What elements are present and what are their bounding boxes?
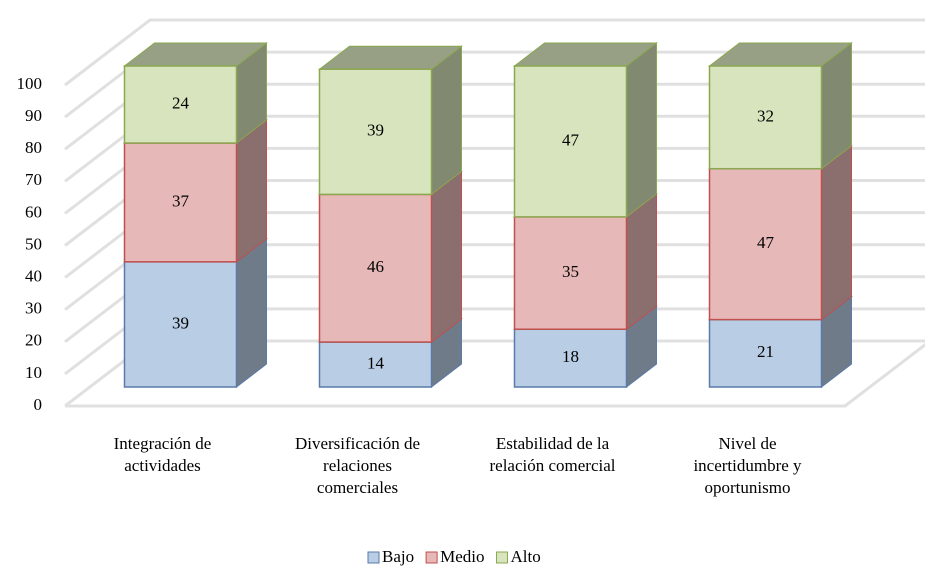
data-label: 39 — [172, 313, 189, 332]
x-tick-label-line: Estabilidad de la — [496, 434, 610, 453]
data-label: 47 — [757, 233, 775, 252]
bar-front — [513, 65, 628, 218]
x-tick-label-line: oportunismo — [705, 478, 791, 497]
bar-front — [318, 68, 433, 196]
legend-label: Alto — [511, 547, 541, 566]
floor-edge — [65, 342, 925, 408]
bar-side — [626, 192, 657, 331]
x-tick-label-line: Integración de — [114, 434, 212, 453]
data-label: 14 — [367, 353, 385, 372]
bar-front — [513, 216, 628, 330]
bar-side — [431, 170, 462, 344]
bar-front — [123, 65, 238, 144]
y-tick-label: 30 — [25, 299, 42, 318]
data-label: 24 — [172, 93, 190, 112]
bar-segment — [708, 144, 853, 321]
x-tick-label: Estabilidad de la relación comercial — [489, 434, 615, 475]
y-tick-label: 70 — [25, 170, 42, 189]
y-tick-label: 60 — [25, 202, 42, 221]
bar-front — [513, 328, 628, 388]
bar-front — [123, 261, 238, 388]
y-tick-label: 40 — [25, 267, 42, 286]
bar-side — [431, 45, 462, 196]
bar-segment — [708, 41, 853, 170]
x-tick-label-line: Diversificación de — [295, 434, 420, 453]
bar-side — [236, 119, 267, 263]
data-label: 47 — [562, 130, 580, 149]
x-tick-label: Nivel de incertidumbre y oportunismo — [693, 434, 802, 497]
y-tick-label: 90 — [25, 106, 42, 125]
bar-side — [236, 237, 267, 389]
x-tick-label-line: comerciales — [317, 478, 398, 497]
data-label: 46 — [367, 257, 384, 276]
legend-swatch — [367, 551, 380, 564]
data-label: 35 — [562, 262, 579, 281]
x-tick-label-line: actividades — [124, 456, 200, 475]
x-tick-label: Integración de actividades — [114, 434, 212, 475]
data-label: 32 — [757, 106, 774, 125]
data-label: 37 — [172, 191, 190, 210]
legend-label: Medio — [440, 547, 484, 566]
y-tick-label: 50 — [25, 234, 42, 253]
bar-side — [821, 144, 852, 321]
x-tick-label-line: Nivel de — [718, 434, 776, 453]
bar-side — [626, 41, 657, 218]
y-tick-label: 10 — [25, 363, 42, 382]
bar-front — [123, 142, 238, 263]
data-label: 21 — [757, 342, 774, 361]
bar-front — [708, 318, 823, 388]
bar-segment — [318, 170, 463, 344]
y-tick-label: 100 — [17, 74, 43, 93]
x-tick-label-line: relaciones — [323, 456, 392, 475]
data-label: 18 — [562, 347, 579, 366]
x-tick-label-line: incertidumbre y — [693, 456, 802, 475]
legend-swatch — [425, 551, 438, 564]
bar-segment — [123, 41, 268, 145]
legend-label: Bajo — [382, 547, 414, 566]
x-tick-label: Diversificación de relaciones comerciales — [295, 434, 420, 497]
data-label: 39 — [367, 121, 384, 140]
bar-front — [318, 193, 433, 343]
bar-segment — [513, 41, 658, 218]
bar-segment — [318, 45, 463, 196]
bar-front — [708, 65, 823, 170]
legend-swatch — [496, 551, 508, 564]
x-tick-label-line: relación comercial — [489, 456, 615, 475]
grid-line — [64, 18, 925, 87]
bar-front — [708, 167, 823, 321]
y-tick-label: 20 — [25, 331, 42, 350]
y-tick-label: 0 — [34, 395, 43, 414]
y-tick-label: 80 — [25, 138, 42, 157]
